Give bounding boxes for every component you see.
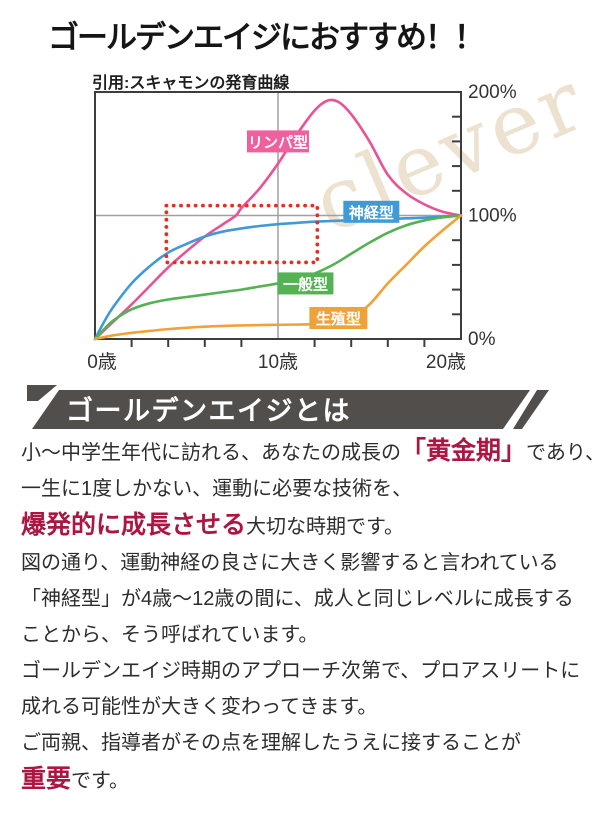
body-line-6: ことから、そう呼ばれています。: [21, 617, 591, 653]
body-line-2: 一生に1度しかない、運動に必要な技術を、: [21, 471, 591, 507]
body-segment: 大切な時期です。: [246, 516, 405, 538]
body-segment: ゴールデンエイジ時期のアプローチ次第で、プロアスリートに: [21, 660, 581, 682]
section-header-banner: ゴールデンエイジとは: [27, 385, 549, 429]
page-title: ゴールデンエイジにおすすめ！！: [48, 20, 485, 55]
series-label-0: リンパ型: [248, 133, 308, 151]
body-line-5: 「神経型」が4歳～12歳の間に、成人と同じレベルに成長する: [21, 581, 591, 617]
body-segment: 図の通り、運動神経の良さに大きく影響すると言われている: [21, 552, 559, 574]
series-label-box-0: [247, 130, 309, 153]
banner-main: [32, 390, 530, 429]
body-line-4: 図の通り、運動神経の良さに大きく影響すると言われている: [21, 545, 591, 581]
x-axis-label: 10歳: [258, 351, 298, 373]
body-emphasis: 爆発的に成長させる: [21, 511, 247, 539]
banner-right-accent: [513, 390, 549, 429]
banner-left-accent: [27, 385, 57, 401]
body-segment: 成れる可能性が大きく変わってきます。: [21, 696, 378, 718]
highlight-box: [164, 203, 320, 265]
series-label-1: 神経型: [349, 204, 394, 222]
body-segment: ことから、そう呼ばれています。: [21, 624, 319, 646]
body-emphasis: 「黄金期」: [401, 437, 527, 465]
series-label-3: 生殖型: [316, 310, 361, 328]
chart-caption: 引用:スキャモンの発育曲線: [92, 73, 289, 92]
body-text: 小～中学生年代に訪れる、あなたの成長の「黄金期」であり、一生に1度しかない、運動…: [21, 433, 600, 799]
series-label-2: 一般型: [283, 275, 328, 293]
body-segment: 一生に1度しかない、運動に必要な技術を、: [21, 478, 413, 500]
body-segment: 小～中学生年代に訪れる、あなたの成長の: [21, 442, 401, 464]
body-line-7: ゴールデンエイジ時期のアプローチ次第で、プロアスリートに: [21, 653, 591, 689]
body-line-8: 成れる可能性が大きく変わってきます。: [21, 689, 591, 725]
series-label-box-2: [277, 272, 334, 295]
y-axis-label: 200%: [468, 82, 517, 103]
curve-0: [93, 98, 463, 341]
x-axis-label: 0歳: [87, 351, 117, 373]
body-line-1: 小～中学生年代に訪れる、あなたの成長の「黄金期」であり、: [21, 433, 600, 471]
body-line-3: 爆発的に成長させる大切な時期です。: [21, 507, 591, 545]
body-line-9: ご両親、指導者がその点を理解したうえに接することが: [21, 725, 591, 761]
body-line-10: 重要です。: [21, 761, 591, 799]
body-segment: ご両親、指導者がその点を理解したうえに接することが: [21, 732, 521, 754]
y-axis-label: 0%: [468, 329, 496, 350]
series-label-box-1: [343, 200, 400, 223]
x-axis-label: 20歳: [426, 351, 466, 373]
series-label-box-3: [309, 307, 368, 330]
body-segment: です。: [71, 770, 130, 792]
body-segment: 「神経型」が4歳～12歳の間に、成人と同じレベルに成長する: [21, 588, 574, 610]
y-axis-label: 100%: [468, 206, 517, 227]
section-header-label: ゴールデンエイジとは: [66, 395, 351, 426]
body-emphasis: 重要: [21, 765, 72, 793]
curve-2: [93, 214, 463, 341]
body-segment: であり、: [526, 442, 600, 464]
